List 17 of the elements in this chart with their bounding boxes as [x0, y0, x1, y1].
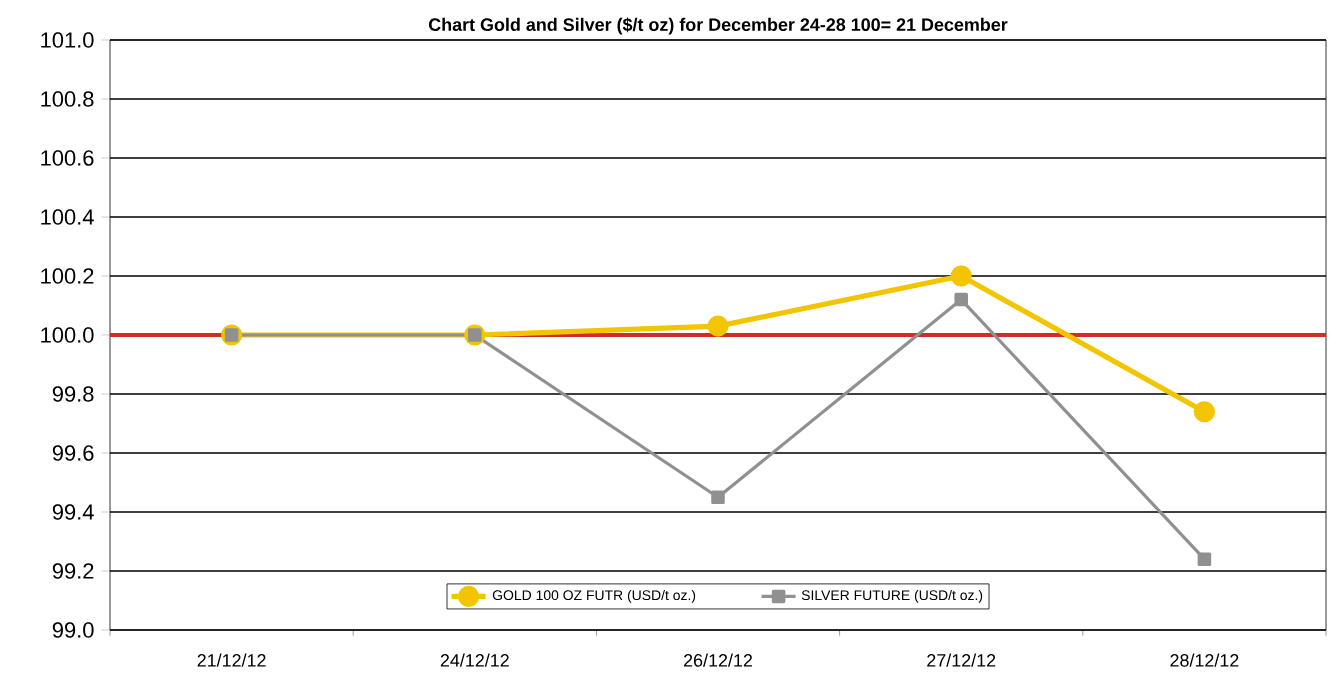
x-tick-label: 28/12/12: [1170, 653, 1239, 667]
y-tick-label: 99.2: [52, 563, 94, 579]
y-tick-label: 100.6: [41, 150, 94, 166]
y-tick-label: 100.4: [41, 209, 94, 225]
x-tick-label: 21/12/12: [197, 653, 266, 667]
chart-title: Chart Gold and Silver ($/t oz) for December 24-28 100= 21 December: [428, 17, 1008, 35]
y-tick-label: 100.8: [41, 91, 94, 107]
y-tick-label: 99.0: [52, 622, 94, 638]
y-tick-label: 99.6: [52, 445, 94, 461]
x-tick-label: 24/12/12: [440, 653, 509, 667]
y-tick-label: 99.4: [52, 504, 94, 520]
x-tick-label: 27/12/12: [927, 653, 996, 667]
y-tick-label: 99.8: [52, 386, 94, 402]
y-tick-label: 100.0: [41, 327, 94, 343]
y-tick-label: 101.0: [41, 32, 94, 48]
x-tick-label: 26/12/12: [684, 653, 752, 667]
y-tick-label: 100.2: [41, 268, 94, 284]
